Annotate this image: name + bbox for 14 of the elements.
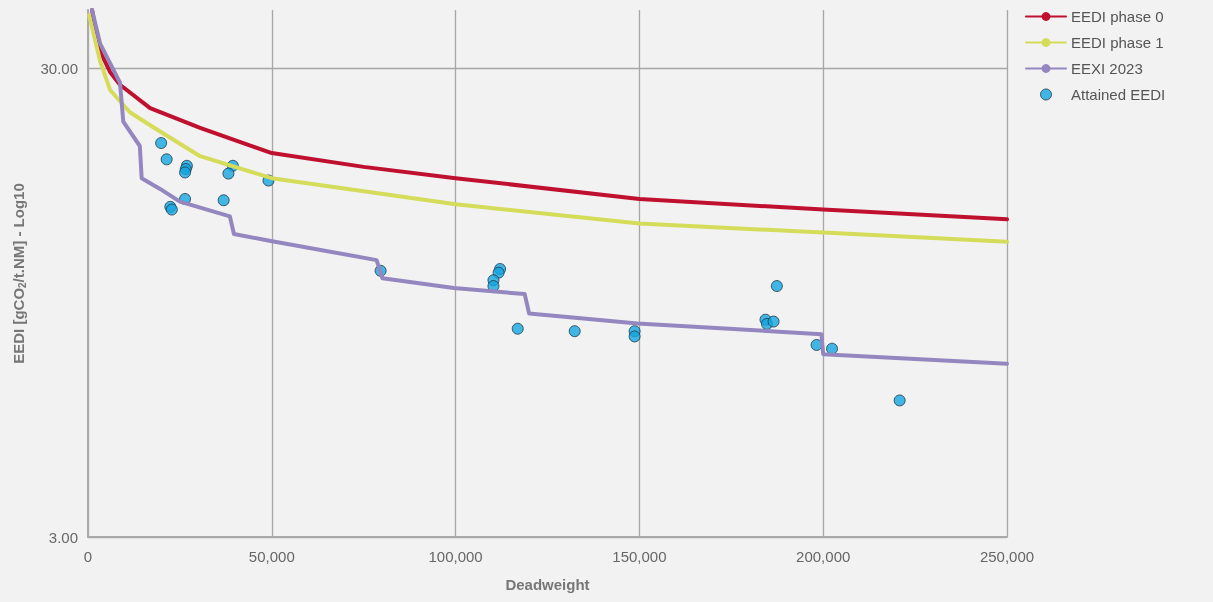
y-tick-label: 30.00 <box>40 60 78 78</box>
x-axis-title: Deadweight <box>505 576 590 593</box>
x-tick-label: 50,000 <box>248 548 295 565</box>
legend-label: EEDI phase 1 <box>1071 34 1164 51</box>
y-axis-title: EEDI [gCO2/t.NM] - Log10 <box>10 183 28 364</box>
x-tick-label: 200,000 <box>796 548 851 565</box>
y-tick-label: 3.00 <box>48 528 78 546</box>
x-tick-label: 100,000 <box>428 548 483 565</box>
legend-label: EEDI phase 0 <box>1071 8 1164 25</box>
x-tick-label: 0 <box>83 548 93 565</box>
x-tick-label: 150,000 <box>612 548 667 565</box>
legend-label: EEXI 2023 <box>1071 60 1143 77</box>
x-tick-label: 250,000 <box>979 548 1035 565</box>
legend-label: Attained EEDI <box>1071 86 1166 103</box>
